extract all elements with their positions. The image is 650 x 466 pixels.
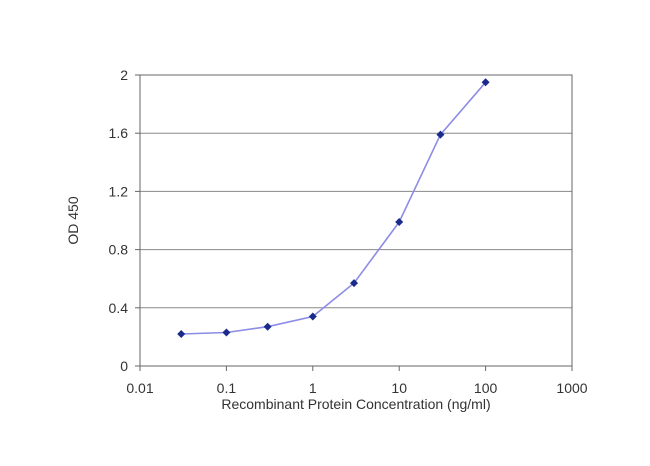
x-tick-label: 100 xyxy=(474,380,498,396)
x-tick-label: 0.1 xyxy=(217,380,237,396)
x-axis-title: Recombinant Protein Concentration (ng/ml… xyxy=(221,396,490,412)
x-axis: 0.01 0.1 1 10 100 1000 xyxy=(126,366,588,396)
x-tick-label: 0.01 xyxy=(126,380,153,396)
x-tick-label: 10 xyxy=(391,380,407,396)
y-tick-label: 1.6 xyxy=(109,125,129,141)
data-point xyxy=(177,329,186,338)
y-tick-label: 2 xyxy=(120,67,128,83)
series-line xyxy=(181,81,487,335)
data-point xyxy=(436,130,445,139)
data-point xyxy=(263,322,272,331)
data-point xyxy=(222,328,231,337)
data-series xyxy=(177,78,490,338)
x-tick-label: 1000 xyxy=(556,380,587,396)
data-point xyxy=(350,279,359,288)
data-point xyxy=(308,312,317,321)
y-tick-label: 0 xyxy=(120,358,128,374)
y-axis-title: OD 450 xyxy=(65,196,81,244)
y-axis: 0 0.4 0.8 1.2 1.6 2 xyxy=(109,67,140,374)
data-point xyxy=(395,217,404,226)
x-tick-label: 1 xyxy=(309,380,317,396)
plot-area-frame xyxy=(139,74,573,367)
y-tick-label: 0.4 xyxy=(109,300,129,316)
y-tick-label: 1.2 xyxy=(109,183,129,199)
data-point xyxy=(481,78,490,87)
y-tick-label: 0.8 xyxy=(109,242,129,258)
gridlines xyxy=(140,132,572,309)
